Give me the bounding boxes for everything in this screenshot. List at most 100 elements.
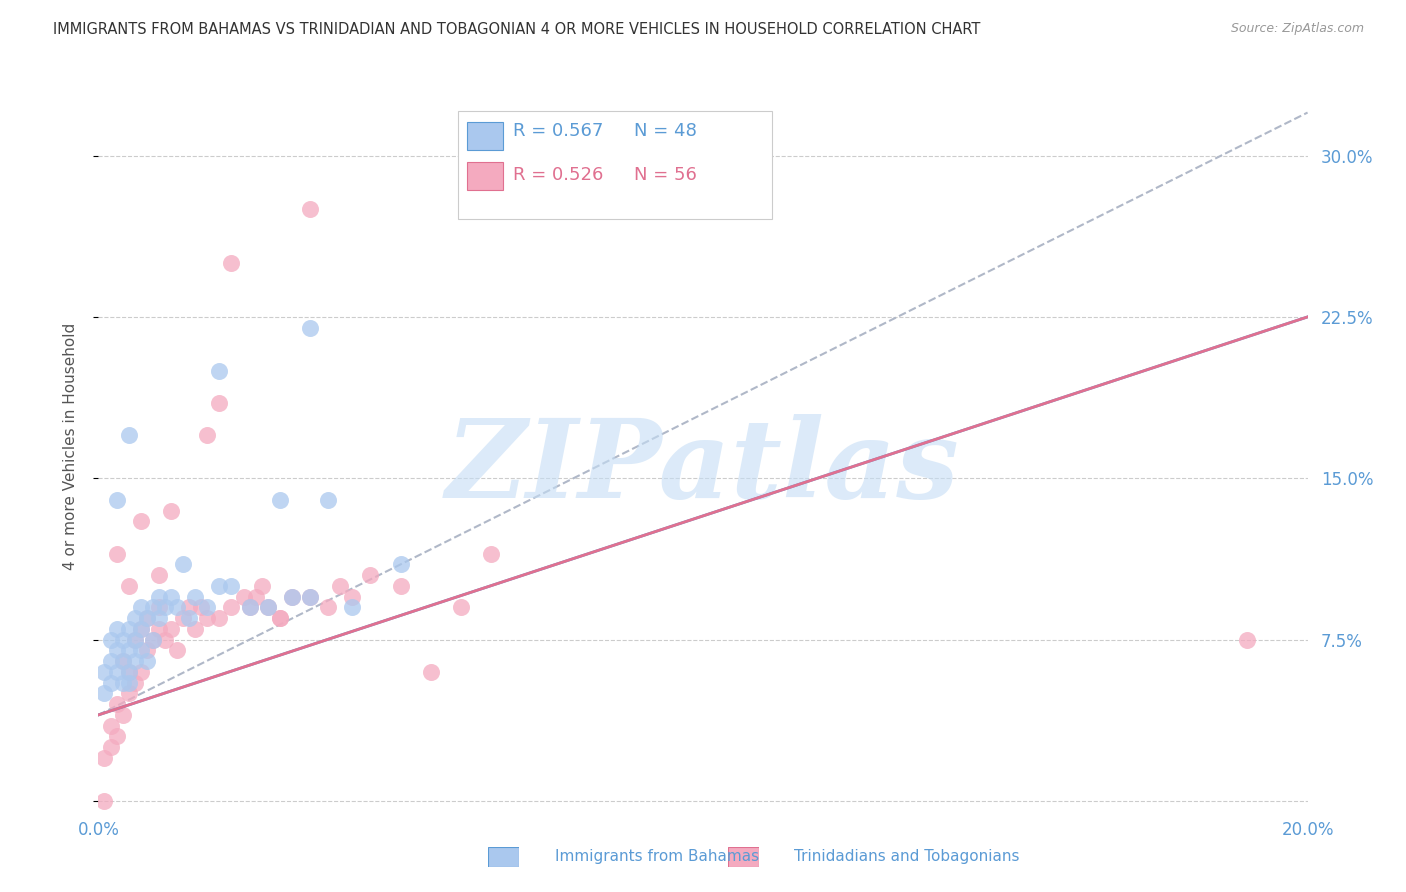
Point <box>100 740 122 755</box>
Point <box>118 428 141 442</box>
Point <box>135 611 157 625</box>
Point <box>190 600 212 615</box>
Point <box>195 611 218 625</box>
Point <box>166 643 188 657</box>
Point <box>93 794 115 808</box>
Text: Immigrants from Bahamas: Immigrants from Bahamas <box>555 849 759 863</box>
Point <box>135 643 157 657</box>
Point <box>124 654 146 668</box>
Point <box>360 568 382 582</box>
Text: ZIPatlas: ZIPatlas <box>446 414 960 522</box>
Point <box>153 632 176 647</box>
Text: Trinidadians and Tobagonians: Trinidadians and Tobagonians <box>794 849 1019 863</box>
Text: N = 48: N = 48 <box>634 121 697 140</box>
Point <box>239 600 262 615</box>
Bar <box>467 162 503 190</box>
Point <box>93 751 115 765</box>
Point <box>148 600 170 615</box>
Point <box>105 547 128 561</box>
Point <box>148 590 170 604</box>
Point <box>105 665 128 679</box>
Point <box>124 611 146 625</box>
Point <box>299 320 322 334</box>
Point <box>93 686 115 700</box>
Point <box>105 622 128 636</box>
Point <box>316 492 339 507</box>
Point <box>100 675 122 690</box>
Point <box>111 654 134 668</box>
Point <box>160 622 183 636</box>
Point <box>111 707 134 722</box>
Point <box>269 492 291 507</box>
Point <box>124 675 146 690</box>
Point <box>100 719 122 733</box>
Point <box>316 600 339 615</box>
FancyBboxPatch shape <box>457 111 772 219</box>
Point <box>184 622 207 636</box>
Point <box>142 600 165 615</box>
Point <box>195 600 218 615</box>
Point <box>232 590 254 604</box>
Point <box>481 547 503 561</box>
Point <box>450 600 472 615</box>
Point <box>389 558 412 572</box>
Point <box>166 600 188 615</box>
Point <box>111 675 134 690</box>
Point <box>281 590 304 604</box>
Point <box>142 632 165 647</box>
Point <box>153 600 176 615</box>
Point <box>111 654 134 668</box>
Text: R = 0.567: R = 0.567 <box>513 121 603 140</box>
Point <box>100 632 122 647</box>
Point <box>208 364 231 378</box>
Point <box>221 579 243 593</box>
Point <box>269 611 291 625</box>
Point <box>118 675 141 690</box>
Point <box>179 611 201 625</box>
Point <box>281 590 304 604</box>
Point <box>118 643 141 657</box>
Point <box>299 590 322 604</box>
Text: Source: ZipAtlas.com: Source: ZipAtlas.com <box>1230 22 1364 36</box>
Point <box>129 665 152 679</box>
Point <box>118 665 141 679</box>
Point <box>148 611 170 625</box>
Point <box>208 579 231 593</box>
Point <box>256 600 278 615</box>
Point <box>129 600 152 615</box>
Point <box>129 622 152 636</box>
Point <box>148 568 170 582</box>
Point <box>221 600 243 615</box>
Point <box>160 503 183 517</box>
Text: R = 0.526: R = 0.526 <box>513 167 603 185</box>
Point <box>239 600 262 615</box>
Point <box>172 558 194 572</box>
Point <box>342 600 364 615</box>
Point <box>105 697 128 711</box>
Point <box>299 590 322 604</box>
Point <box>172 611 194 625</box>
Point <box>118 579 141 593</box>
Point <box>93 665 115 679</box>
Bar <box>467 122 503 150</box>
Point <box>129 514 152 528</box>
Point <box>208 396 231 410</box>
Point <box>111 632 134 647</box>
Point <box>129 622 152 636</box>
Point <box>129 643 152 657</box>
Point <box>179 600 201 615</box>
Point <box>299 202 322 217</box>
Point <box>420 665 443 679</box>
Point <box>250 579 273 593</box>
Text: N = 56: N = 56 <box>634 167 697 185</box>
Point <box>245 590 267 604</box>
Point <box>148 622 170 636</box>
Point <box>100 654 122 668</box>
Point <box>1236 632 1258 647</box>
Point <box>135 654 157 668</box>
Point <box>160 590 183 604</box>
Point <box>329 579 352 593</box>
Point <box>142 632 165 647</box>
Point <box>105 643 128 657</box>
Point <box>135 611 157 625</box>
